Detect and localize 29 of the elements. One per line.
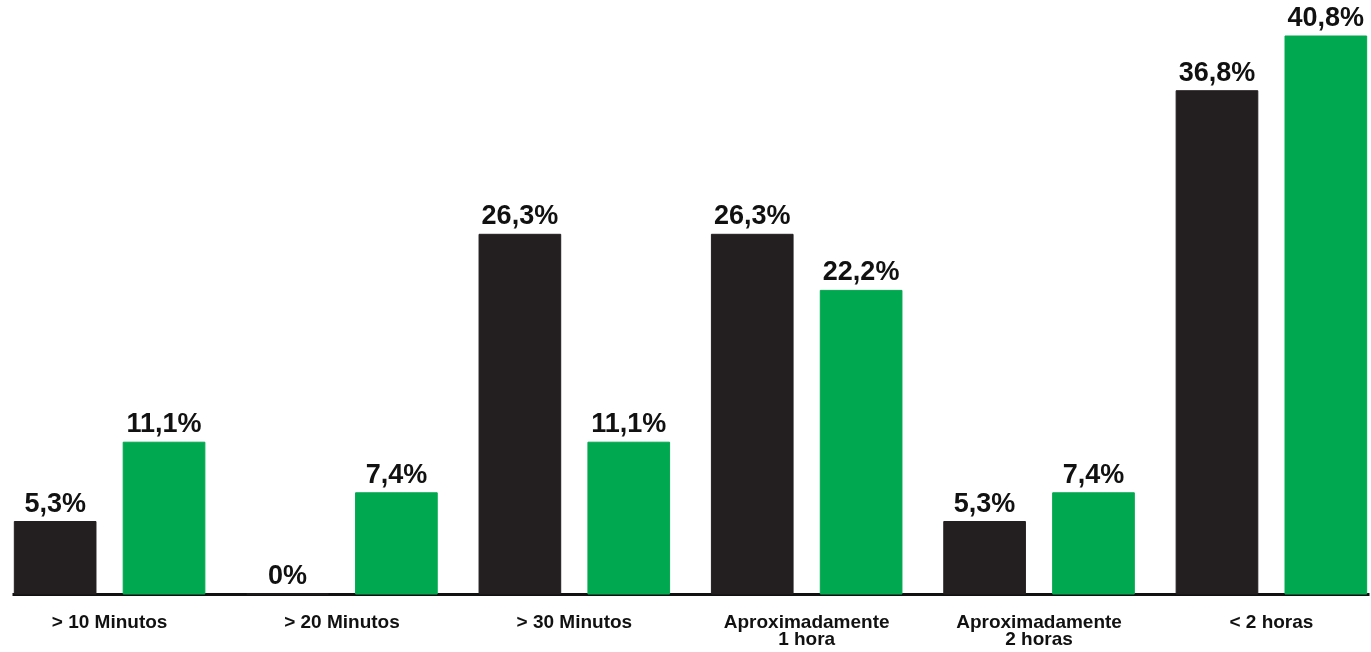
bar — [819, 289, 903, 595]
data-label: 11,1% — [126, 408, 202, 439]
x-tick-label: > 20 Minutos — [284, 610, 400, 632]
x-tick-label: Aproximadamente 2 horas — [956, 610, 1122, 649]
x-tick-label: Aproximadamente 1 hora — [723, 610, 890, 649]
bar — [1052, 492, 1135, 595]
data-label: 7,4% — [365, 458, 428, 489]
data-label: 36,8% — [1178, 56, 1256, 87]
data-label: 11,1% — [591, 408, 667, 439]
x-tick-label: > 10 Minutos — [51, 610, 168, 632]
x-tick-label: < 2 horas — [1229, 610, 1314, 632]
data-label: 7,4% — [1062, 458, 1125, 489]
data-label: 5,3% — [953, 487, 1016, 518]
data-label: 26,3% — [713, 200, 791, 231]
data-label: 40,8% — [1287, 2, 1365, 32]
bar — [122, 441, 206, 595]
bar — [943, 521, 1026, 595]
bar — [587, 441, 671, 595]
bar — [710, 233, 794, 595]
data-label: 0% — [268, 560, 308, 590]
data-label: 22,2% — [822, 256, 900, 287]
bar — [478, 233, 562, 595]
data-label: 5,3% — [24, 487, 86, 518]
bar — [1175, 90, 1259, 595]
x-tick-label: > 30 Minutos — [516, 610, 633, 632]
bar — [355, 492, 438, 595]
bar — [1284, 35, 1368, 595]
data-label: 26,3% — [481, 200, 559, 231]
bar — [13, 521, 97, 595]
